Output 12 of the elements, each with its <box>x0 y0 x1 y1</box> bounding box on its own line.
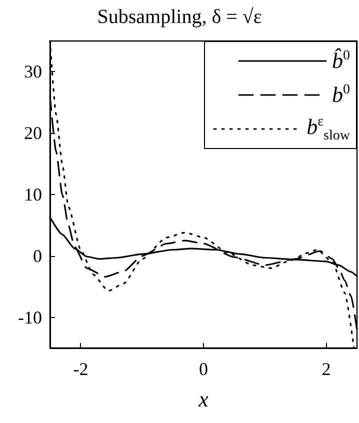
legend-label: b$^{0}$ <box>332 82 350 108</box>
y-tick-label: 10 <box>24 184 42 204</box>
chart-title: Subsampling, δ = √ε <box>97 6 262 28</box>
y-tick-label: 20 <box>24 123 42 144</box>
x-tick-label: -2 <box>73 359 88 379</box>
y-tick-label: 0 <box>33 246 42 266</box>
legend-label: b̂$^{0}$ <box>332 48 350 74</box>
x-axis-title: x <box>198 386 209 412</box>
x-tick-label: 0 <box>199 359 208 379</box>
y-tick-label: 30 <box>24 62 42 82</box>
y-tick-label: -10 <box>18 307 42 328</box>
x-tick-label: 2 <box>322 359 331 379</box>
